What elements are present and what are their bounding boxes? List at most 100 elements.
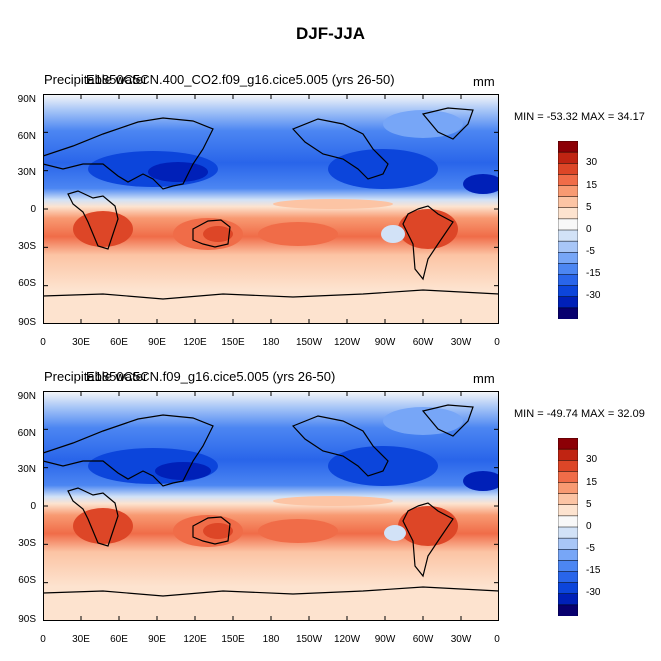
y-tick-label: 60S xyxy=(18,575,36,586)
x-tick-label: 120E xyxy=(183,634,207,645)
figure-title: DJF-JJA xyxy=(296,24,365,43)
x-tick-label: 90E xyxy=(148,337,166,348)
colorbar-swatch xyxy=(558,571,578,584)
panel-title-case: E1850C5CN.f09_g16.cice5.005 (yrs 26-50) xyxy=(86,369,336,384)
colorbar-label: 0 xyxy=(586,521,592,532)
colorbar-swatch xyxy=(558,448,578,461)
x-tick-label: 120E xyxy=(183,337,207,348)
panel-bottom: Precipitable water E1850C5CN.f09_g16.cic… xyxy=(0,361,661,661)
x-tick-label: 0 xyxy=(494,337,500,348)
y-tick-label: 30S xyxy=(18,538,36,549)
x-tick-label: 60W xyxy=(412,337,434,348)
colorbar-swatch xyxy=(558,229,578,242)
colorbar-label: -5 xyxy=(586,246,595,257)
colorbar-label: 30 xyxy=(586,454,598,465)
contour-map xyxy=(43,391,499,621)
contour-map xyxy=(43,94,499,324)
x-tick-label: 0 xyxy=(40,337,46,348)
colorbar-swatch xyxy=(558,593,578,606)
y-tick-label: 60N xyxy=(17,428,36,439)
colorbar-label: 30 xyxy=(586,157,598,168)
colorbar-swatch xyxy=(558,285,578,298)
colorbar-swatch xyxy=(558,252,578,264)
colorbar-swatch xyxy=(558,460,578,472)
axis-ticks xyxy=(43,391,499,621)
colorbar-swatch xyxy=(558,296,578,309)
colorbar-swatch xyxy=(558,604,578,616)
panel-title-case: E1850C5CN.400_CO2.f09_g16.cice5.005 (yrs… xyxy=(86,72,395,87)
colorbar-label: 5 xyxy=(586,202,592,213)
colorbar-swatch xyxy=(558,526,578,539)
y-tick-label: 30N xyxy=(17,167,36,178)
x-tick-label: 150W xyxy=(295,634,323,645)
colorbar-swatch xyxy=(558,174,578,187)
colorbar-label: -30 xyxy=(586,290,601,301)
panel-top: Precipitable water E1850C5CN.400_CO2.f09… xyxy=(0,64,661,364)
x-tick-label: 120W xyxy=(333,337,361,348)
x-tick-label: 150W xyxy=(295,337,323,348)
coastlines xyxy=(43,107,499,300)
colorbar-label: 5 xyxy=(586,499,592,510)
y-tick-label: 90N xyxy=(17,391,36,402)
colorbar-swatch xyxy=(558,482,578,495)
x-tick-label: 120W xyxy=(333,634,361,645)
x-tick-label: 60E xyxy=(110,634,128,645)
colorbar-label: 0 xyxy=(586,224,592,235)
y-tick-label: 0 xyxy=(30,204,36,215)
x-tick-label: 30W xyxy=(450,634,472,645)
x-tick-label: 180 xyxy=(262,634,280,645)
colorbar-label: -15 xyxy=(586,268,601,279)
y-tick-label: 60N xyxy=(17,131,36,142)
x-tick-label: 90W xyxy=(374,337,396,348)
colorbar-swatch xyxy=(558,141,578,153)
coastlines xyxy=(43,404,499,597)
y-tick-label: 90S xyxy=(18,317,36,328)
colorbar-swatch xyxy=(558,196,578,209)
colorbar-swatch xyxy=(558,560,578,573)
x-tick-label: 0 xyxy=(40,634,46,645)
colorbar-swatch xyxy=(558,163,578,175)
colorbar-swatch xyxy=(558,493,578,506)
y-tick-label: 0 xyxy=(30,501,36,512)
colorbar-swatch xyxy=(558,582,578,595)
colorbar-swatch xyxy=(558,151,578,164)
colorbar-swatch xyxy=(558,185,578,198)
colorbar-swatch xyxy=(558,274,578,287)
colorbar-label: -5 xyxy=(586,543,595,554)
y-tick-label: 90N xyxy=(17,94,36,105)
units-label: mm xyxy=(473,371,495,386)
axis-ticks xyxy=(43,94,499,324)
x-tick-label: 90W xyxy=(374,634,396,645)
min-max-label: MIN = -53.32 MAX = 34.17 xyxy=(514,111,645,123)
x-tick-label: 90E xyxy=(148,634,166,645)
x-tick-label: 150E xyxy=(221,337,245,348)
colorbar-swatch xyxy=(558,218,578,231)
panel-title-variable: Precipitable water xyxy=(44,369,148,384)
x-tick-label: 30E xyxy=(72,634,90,645)
colorbar-swatch xyxy=(558,504,578,517)
colorbar xyxy=(558,141,578,319)
colorbar-swatch xyxy=(558,471,578,484)
contour-features xyxy=(73,407,499,547)
y-tick-label: 30S xyxy=(18,241,36,252)
colorbar-label: -15 xyxy=(586,565,601,576)
colorbar xyxy=(558,438,578,616)
x-tick-label: 180 xyxy=(262,337,280,348)
colorbar-label: 15 xyxy=(586,477,598,488)
min-max-label: MIN = -49.74 MAX = 32.09 xyxy=(514,408,645,420)
y-tick-label: 60S xyxy=(18,278,36,289)
colorbar-label: -30 xyxy=(586,587,601,598)
x-tick-label: 60E xyxy=(110,337,128,348)
colorbar-swatch xyxy=(558,549,578,561)
x-tick-label: 0 xyxy=(494,634,500,645)
colorbar-swatch xyxy=(558,240,578,253)
colorbar-swatch xyxy=(558,307,578,319)
colorbar-swatch xyxy=(558,537,578,550)
units-label: mm xyxy=(473,74,495,89)
colorbar-swatch xyxy=(558,438,578,450)
y-tick-label: 30N xyxy=(17,464,36,475)
colorbar-swatch xyxy=(558,515,578,528)
x-tick-label: 60W xyxy=(412,634,434,645)
y-tick-label: 90S xyxy=(18,614,36,625)
panel-title-variable: Precipitable water xyxy=(44,72,148,87)
